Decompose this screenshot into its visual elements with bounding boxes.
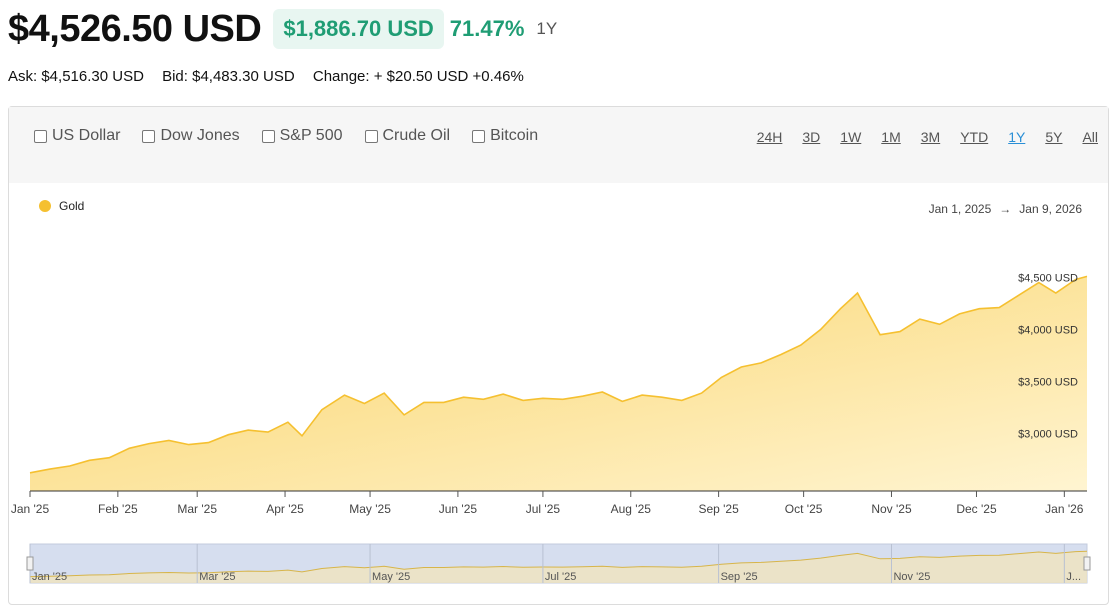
bid-price: Bid: $4,483.30 USD (162, 68, 295, 85)
y-tick-label: $3,500 USD (1018, 377, 1078, 389)
range-3m[interactable]: 3M (920, 129, 941, 145)
current-price: $4,526.50 USD (8, 7, 262, 50)
price-header: $4,526.50 USD $1,886.70 USD 71.47% 1Y (8, 6, 557, 52)
checkbox-icon[interactable] (142, 129, 156, 143)
y-tick-label: $3,000 USD (1018, 429, 1078, 441)
range-5y[interactable]: 5Y (1045, 129, 1063, 145)
x-tick-label: Aug '25 (611, 502, 652, 516)
checkbox-icon[interactable] (364, 129, 378, 143)
change-percent: 71.47% (449, 16, 525, 41)
range-1m[interactable]: 1M (881, 129, 901, 145)
price-chart[interactable]: Jan '25 Feb '25 Mar '25 Apr '25 May '25 Jun '… (9, 107, 1108, 604)
x-tick-label: Mar '25 (177, 502, 217, 516)
navigator-tick-label: Sep '25 (721, 571, 758, 583)
checkbox-icon[interactable] (472, 129, 486, 143)
checkbox-icon[interactable] (34, 129, 47, 143)
x-tick-label: Feb '25 (98, 502, 138, 516)
navigator-tick-label: Mar '25 (199, 571, 235, 583)
x-tick-label: Jan '25 (11, 502, 50, 516)
date-from: Jan 1, 2025 (928, 202, 992, 216)
x-tick-label: May '25 (349, 502, 391, 516)
compare-sp500[interactable]: S&P 500 (261, 127, 343, 145)
chart-legend[interactable]: Gold (39, 199, 84, 213)
x-tick-label: Jul '25 (526, 502, 561, 516)
navigator-tick-label: J... (1066, 571, 1081, 583)
compare-us-dollar[interactable]: US Dollar (34, 127, 120, 145)
navigator-tick-label: Jan '25 (32, 571, 67, 583)
navigator-line (29, 550, 1088, 578)
date-range: Jan 1, 2025 → Jan 9, 2026 (929, 202, 1082, 216)
legend-label-gold: Gold (59, 199, 85, 213)
compare-dow-jones[interactable]: Dow Jones (142, 127, 240, 145)
quote-row: Ask: $4,516.30 USD Bid: $4,483.30 USD Ch… (8, 68, 538, 85)
x-tick-label: Oct '25 (785, 502, 823, 516)
navigator-handle-left[interactable] (26, 556, 34, 571)
gold-area (30, 276, 1087, 491)
x-tick-label: Sep '25 (698, 502, 739, 516)
y-tick-label: $4,500 USD (1018, 272, 1078, 284)
navigator-tick-label: May '25 (372, 571, 410, 583)
x-tick-label: Jun '25 (439, 502, 478, 516)
x-tick-label: Jan '26 (1045, 502, 1084, 516)
x-tick-label: Nov '25 (871, 502, 912, 516)
compare-crude-oil[interactable]: Crude Oil (364, 127, 450, 145)
compare-bitcoin[interactable]: Bitcoin (472, 127, 538, 145)
ask-price: Ask: $4,516.30 USD (8, 68, 144, 85)
navigator-handle-right[interactable] (1083, 556, 1091, 571)
compare-options: US Dollar Dow Jones S&P 500 Crude Oil Bi… (34, 127, 560, 145)
range-3d[interactable]: 3D (802, 129, 821, 145)
range-ytd[interactable]: YTD (960, 129, 989, 145)
chart-toolbar: US Dollar Dow Jones S&P 500 Crude Oil Bi… (9, 107, 1108, 183)
navigator-tick-label: Jul '25 (545, 571, 576, 583)
range-1y[interactable]: 1Y (1008, 129, 1026, 145)
y-tick-label: $4,000 USD (1018, 325, 1078, 337)
period-label: 1Y (536, 19, 558, 38)
chart-panel: US Dollar Dow Jones S&P 500 Crude Oil Bi… (8, 106, 1109, 605)
daily-change: Change: + $20.50 USD +0.46% (312, 68, 524, 85)
change-amount-badge: $1,886.70 USD (273, 9, 444, 49)
navigator-tick-label: Nov '25 (893, 571, 930, 583)
checkbox-icon[interactable] (261, 129, 275, 143)
arrow-right-icon: → (999, 202, 1012, 216)
x-tick-label: Dec '25 (956, 502, 997, 516)
date-to: Jan 9, 2026 (1019, 202, 1082, 216)
range-24h[interactable]: 24H (756, 129, 783, 145)
x-tick-label: Apr '25 (266, 502, 304, 516)
gold-legend-dot (39, 200, 51, 212)
gold-series-line (29, 275, 1088, 474)
range-1w[interactable]: 1W (840, 129, 862, 145)
range-selector: 24H 3D 1W 1M 3M YTD 1Y 5Y All (737, 129, 1098, 145)
range-all[interactable]: All (1082, 129, 1098, 145)
